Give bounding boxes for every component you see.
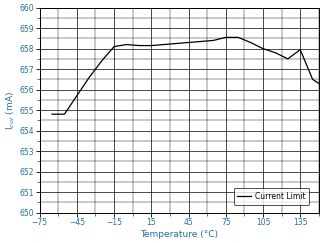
Current Limit [199,40,203,43]
Current Limit [311,78,315,81]
Current Limit [224,36,228,39]
Current Limit [112,45,116,48]
Current Limit [236,36,240,39]
Current Limit [87,76,91,79]
Current Limit [261,47,265,50]
Current Limit [212,39,215,42]
Current Limit [137,44,141,47]
Current Limit [125,43,129,46]
Current Limit [100,60,104,62]
Current Limit [249,41,253,44]
Current Limit [187,41,191,44]
Line: Current Limit: Current Limit [52,37,319,114]
Current Limit [274,51,277,54]
Current Limit [162,43,166,46]
Current Limit [75,94,79,97]
Current Limit [298,48,302,51]
Current Limit [317,82,321,85]
X-axis label: Temperature (°C): Temperature (°C) [140,230,218,239]
Legend: Current Limit: Current Limit [234,188,309,205]
Y-axis label: I$_{cur}$ (mA): I$_{cur}$ (mA) [4,91,17,130]
Current Limit [50,113,54,116]
Current Limit [174,42,178,45]
Current Limit [286,57,290,60]
Current Limit [63,113,67,116]
Current Limit [149,44,153,47]
